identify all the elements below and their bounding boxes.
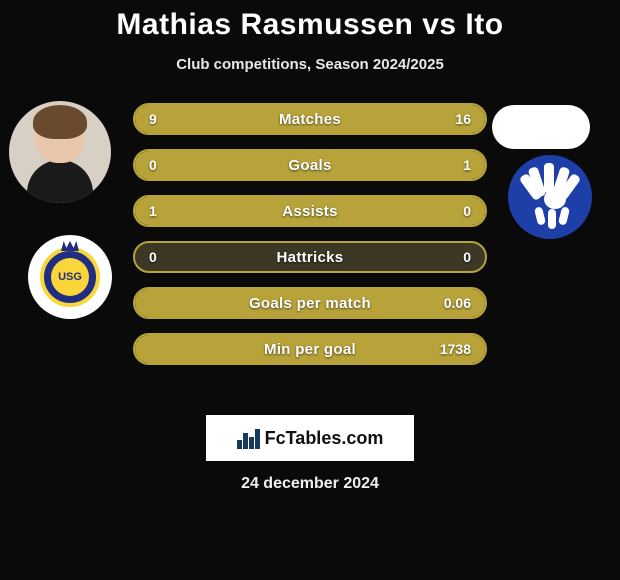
stat-label: Assists: [135, 197, 485, 225]
stat-label: Min per goal: [135, 335, 485, 363]
chart-icon: [237, 427, 259, 449]
stat-value-right: 1: [463, 151, 471, 179]
player-left-photo: [9, 101, 111, 203]
watermark: FcTables.com: [206, 415, 414, 461]
comparison-panel: USG Matches916Goals01Assists10Hattricks0…: [0, 101, 620, 401]
stat-value-right: 1738: [440, 335, 471, 363]
stat-value-left: 0: [149, 151, 157, 179]
stat-row: Goals0 1: [133, 149, 487, 181]
club-left-initials: USG: [51, 258, 89, 296]
stat-value-left: 1: [149, 197, 157, 225]
stat-row: Matches9 16: [133, 103, 487, 135]
page-title: Mathias Rasmussen vs Ito: [0, 0, 620, 42]
stat-row: Hattricks0 0: [133, 241, 487, 273]
stat-label: Hattricks: [135, 243, 485, 271]
club-left-badge: USG: [28, 235, 112, 319]
stat-row: Assists1 0: [133, 195, 487, 227]
stat-bars: Matches916Goals01Assists10Hattricks00Goa…: [133, 103, 487, 379]
stat-value-right: 0: [463, 197, 471, 225]
club-right-badge: [508, 155, 592, 239]
subtitle: Club competitions, Season 2024/2025: [0, 56, 620, 73]
stat-value-left: 9: [149, 105, 157, 133]
stat-row: Min per goal1738: [133, 333, 487, 365]
player-right-photo: [492, 105, 590, 149]
stat-label: Matches: [135, 105, 485, 133]
date-label: 24 december 2024: [0, 475, 620, 493]
stat-value-right: 0.06: [444, 289, 471, 317]
stat-label: Goals per match: [135, 289, 485, 317]
stat-label: Goals: [135, 151, 485, 179]
stat-value-left: 0: [149, 243, 157, 271]
watermark-text: FcTables.com: [265, 428, 384, 449]
stat-value-right: 16: [455, 105, 471, 133]
stat-row: Goals per match0.06: [133, 287, 487, 319]
stat-value-right: 0: [463, 243, 471, 271]
